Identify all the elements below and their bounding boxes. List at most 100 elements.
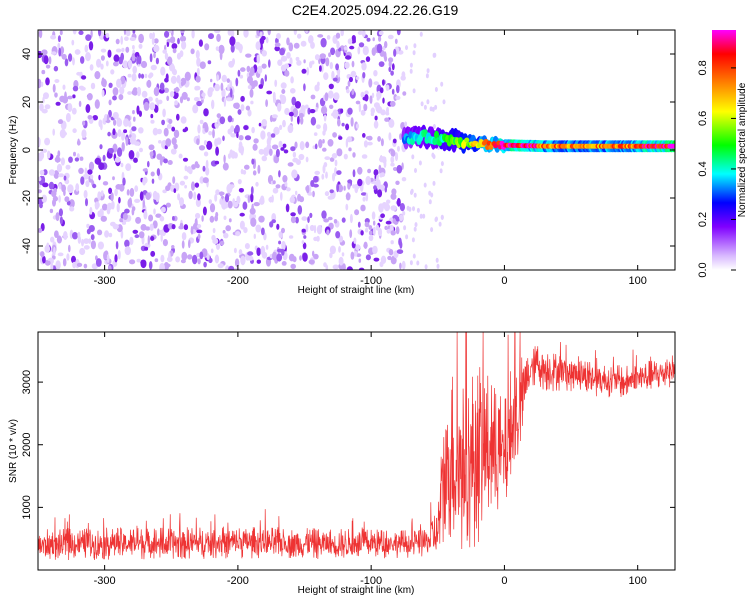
x-tick-label: -100 <box>360 575 382 587</box>
noise-blob <box>390 205 397 211</box>
noise-blob <box>245 105 251 111</box>
noise-blob <box>354 185 359 194</box>
noise-blob <box>365 136 372 140</box>
noise-blob <box>38 176 42 182</box>
noise-blob <box>207 60 212 65</box>
noise-blob <box>78 85 85 90</box>
noise-blob <box>312 190 315 198</box>
noise-blob <box>227 200 233 209</box>
noise-blob <box>188 190 193 200</box>
noise-blob <box>79 156 84 161</box>
noise-blob <box>416 207 420 213</box>
noise-blob <box>384 117 390 122</box>
noise-blob <box>253 80 258 87</box>
noise-blob <box>209 203 216 213</box>
noise-blob <box>338 235 344 243</box>
noise-blob <box>305 30 309 33</box>
noise-blob <box>151 36 155 45</box>
noise-blob <box>323 72 329 80</box>
noise-blob <box>188 239 191 249</box>
noise-blob <box>391 88 395 95</box>
noise-blob <box>168 30 172 34</box>
noise-blob <box>135 216 142 224</box>
noise-blob <box>163 127 169 137</box>
noise-blob <box>351 90 354 95</box>
noise-blob <box>230 88 233 98</box>
noise-blob <box>282 119 286 128</box>
noise-blob <box>336 183 339 193</box>
noise-blob <box>83 245 90 250</box>
noise-blob <box>380 255 387 264</box>
noise-blob <box>295 190 298 196</box>
noise-blob <box>129 37 136 41</box>
noise-blob <box>329 62 333 70</box>
noise-blob <box>364 221 370 228</box>
noise-blob <box>228 265 235 270</box>
noise-blob <box>115 38 120 45</box>
noise-blob <box>155 213 162 218</box>
noise-blob <box>88 41 94 51</box>
noise-blob <box>118 94 124 101</box>
noise-blob <box>268 59 271 68</box>
noise-blob <box>253 138 259 144</box>
noise-blob <box>371 47 376 56</box>
noise-blob <box>317 34 324 38</box>
noise-blob <box>162 108 166 118</box>
noise-blob <box>171 43 178 50</box>
noise-blob <box>131 73 137 82</box>
noise-blob <box>355 100 361 105</box>
noise-blob <box>194 182 200 188</box>
noise-blob <box>202 206 207 216</box>
noise-blob <box>136 86 142 97</box>
noise-blob <box>252 143 258 151</box>
noise-blob <box>68 156 73 163</box>
noise-blob <box>290 212 296 217</box>
noise-blob <box>209 215 215 223</box>
noise-blob <box>340 30 344 37</box>
noise-blob <box>150 171 155 177</box>
noise-blob <box>148 261 153 270</box>
noise-blob <box>51 51 57 55</box>
noise-blob <box>175 86 180 94</box>
noise-blob <box>181 40 187 50</box>
noise-blob <box>190 225 194 235</box>
noise-blob <box>413 192 417 198</box>
noise-blob <box>343 185 346 191</box>
noise-blob <box>132 229 139 234</box>
noise-blob <box>64 58 69 67</box>
noise-blob <box>195 75 201 83</box>
noise-blob <box>396 85 400 94</box>
noise-blob <box>232 58 235 66</box>
noise-blob <box>125 46 130 53</box>
noise-blob <box>289 196 295 203</box>
noise-blob <box>223 154 226 164</box>
noise-blob <box>132 45 135 50</box>
noise-blob <box>184 184 188 189</box>
noise-blob <box>280 82 287 89</box>
noise-blob <box>150 113 154 119</box>
noise-blob <box>337 118 341 127</box>
noise-blob <box>164 52 169 60</box>
noise-blob <box>203 140 208 146</box>
noise-blob <box>365 227 369 233</box>
noise-blob <box>142 176 148 184</box>
noise-blob <box>423 104 427 110</box>
carrier-mark <box>434 130 439 139</box>
spectrogram-x-ticks: -300 -200 -100 0 100 <box>94 30 647 287</box>
noise-blob <box>290 115 293 122</box>
noise-blob <box>431 152 435 158</box>
noise-blob <box>129 136 136 145</box>
noise-blob <box>114 157 121 163</box>
noise-blob <box>390 149 396 157</box>
noise-blob <box>121 133 125 141</box>
noise-blob <box>355 76 360 80</box>
noise-blob <box>353 237 357 244</box>
noise-blob <box>55 260 61 270</box>
noise-blob <box>365 175 372 186</box>
noise-blob <box>265 36 269 44</box>
noise-blob <box>229 149 234 156</box>
noise-blob <box>319 65 322 72</box>
noise-blob <box>57 119 64 124</box>
noise-blob <box>58 47 62 57</box>
noise-blob <box>271 194 274 203</box>
